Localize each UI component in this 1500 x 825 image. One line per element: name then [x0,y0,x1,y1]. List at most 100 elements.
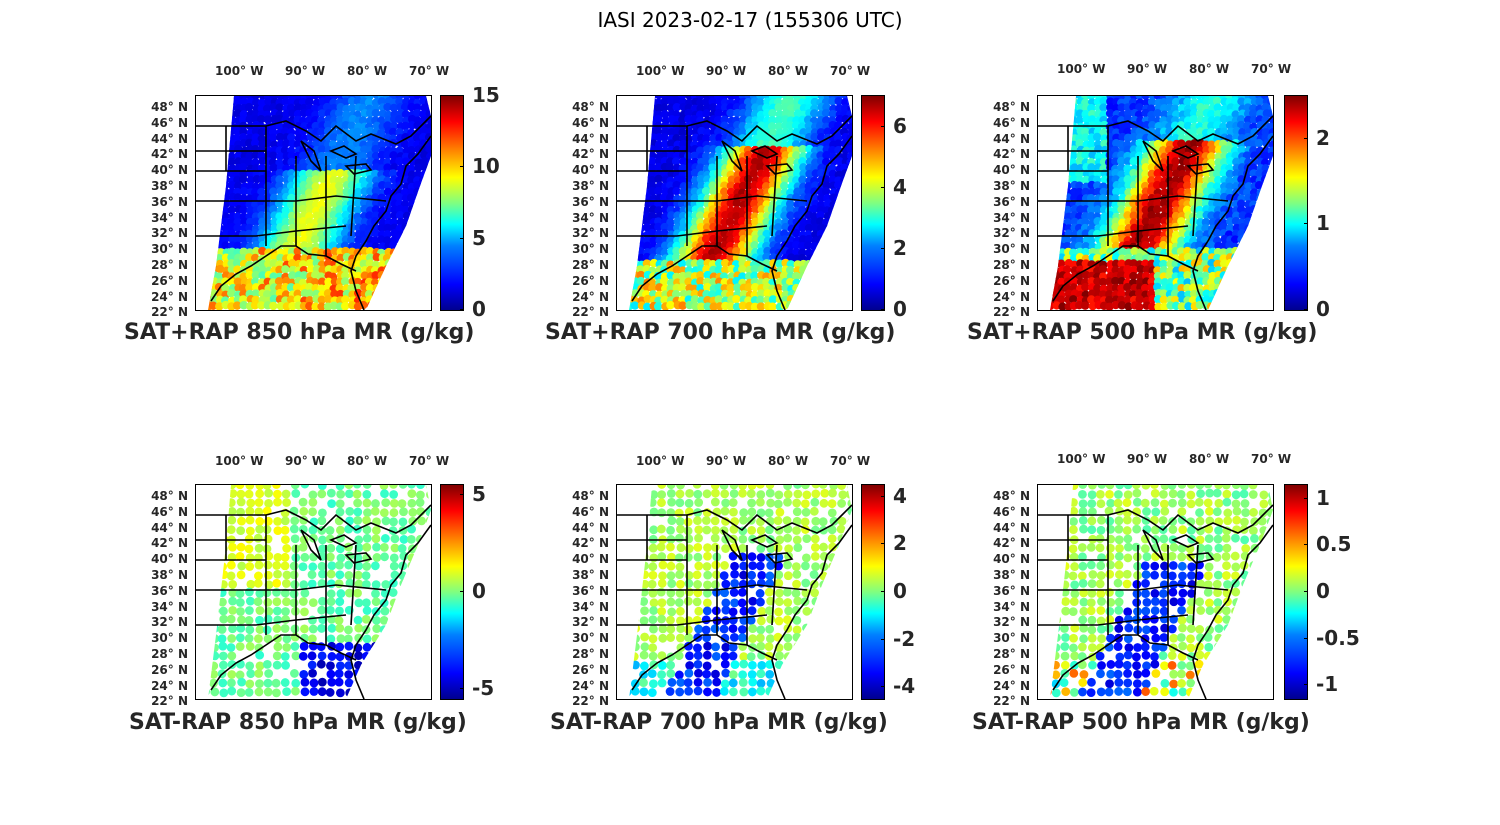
retrieval-point [732,96,741,100]
retrieval-point [822,242,831,251]
retrieval-point [208,254,213,263]
retrieval-point [406,623,416,633]
retrieval-point [720,187,729,196]
retrieval-point [413,180,422,190]
retrieval-point [253,578,263,588]
retrieval-point [809,109,819,118]
retrieval-point [371,641,380,651]
retrieval-point [1267,181,1273,190]
retrieval-point [1148,120,1157,130]
retrieval-point [810,301,819,310]
retrieval-point [805,271,814,280]
retrieval-point [226,614,236,624]
retrieval-point [281,265,290,274]
retrieval-point [395,96,404,100]
latitude-label: 24° N [572,289,609,304]
retrieval-point [629,211,634,220]
retrieval-point [414,248,423,257]
retrieval-point [226,643,236,652]
retrieval-point [1255,282,1265,292]
retrieval-point [841,284,850,294]
retrieval-point [362,498,372,508]
retrieval-point [1041,171,1049,179]
retrieval-point [1262,230,1271,240]
retrieval-point [234,97,243,107]
retrieval-point [306,265,316,274]
retrieval-point [1052,104,1061,114]
retrieval-point [273,569,282,579]
latitude-label: 48° N [572,100,609,114]
retrieval-point [344,560,354,570]
retrieval-point [617,152,621,160]
retrieval-point [643,97,652,107]
retrieval-point [1220,284,1230,293]
retrieval-point [1040,188,1048,196]
retrieval-point [1243,277,1252,287]
retrieval-point [215,139,224,149]
retrieval-point [715,133,724,143]
retrieval-point [835,252,845,262]
retrieval-point [762,252,771,262]
retrieval-point [414,229,424,238]
retrieval-point [208,157,213,167]
retrieval-point [1249,301,1258,310]
retrieval-point [208,598,210,608]
retrieval-point [1261,260,1270,269]
boundary-line [617,225,768,237]
retrieval-point [221,284,230,293]
retrieval-point [371,652,381,662]
retrieval-point [227,651,237,661]
retrieval-point [821,187,831,196]
retrieval-point [677,283,687,292]
colorbar-tick-label: 0 [893,297,907,321]
retrieval-point [823,277,832,287]
retrieval-point [804,234,814,244]
retrieval-point [690,168,700,178]
latitude-label: 22° N [993,305,1030,320]
retrieval-point [617,134,621,142]
retrieval-point [618,183,626,191]
retrieval-point [1255,97,1264,106]
retrieval-point [1244,241,1253,250]
retrieval-point [406,193,416,202]
retrieval-point [846,236,852,245]
retrieval-point [683,151,693,161]
retrieval-point [383,283,392,292]
retrieval-point [239,187,249,196]
retrieval-point [1050,242,1055,251]
retrieval-point [415,543,425,553]
retrieval-point [726,283,735,293]
retrieval-point [631,205,640,214]
retrieval-point [281,579,291,588]
retrieval-point [617,265,622,273]
retrieval-point [208,96,213,101]
retrieval-point [198,279,206,287]
retrieval-point [353,192,362,202]
retrieval-point [263,252,273,262]
retrieval-point [286,234,296,244]
retrieval-point [1226,258,1235,268]
retrieval-point [209,222,218,232]
retrieval-point [307,660,317,670]
retrieval-point [1050,157,1055,167]
retrieval-point [1038,291,1043,299]
retrieval-point [1236,272,1246,281]
retrieval-point [641,139,651,148]
retrieval-point [383,187,393,197]
retrieval-point [402,241,411,250]
retrieval-point [407,660,417,670]
retrieval-point [1051,151,1060,161]
retrieval-point [822,295,832,304]
retrieval-point [1039,296,1047,304]
retrieval-point [841,198,850,208]
retrieval-point [341,295,350,304]
retrieval-point [210,544,220,554]
retrieval-point [424,200,431,209]
retrieval-point [1056,96,1066,101]
retrieval-point [389,490,399,499]
retrieval-point [396,241,406,250]
colorbar-tick-mark [460,237,464,239]
retrieval-point [654,174,663,184]
retrieval-point [406,535,416,544]
retrieval-point [426,562,431,572]
